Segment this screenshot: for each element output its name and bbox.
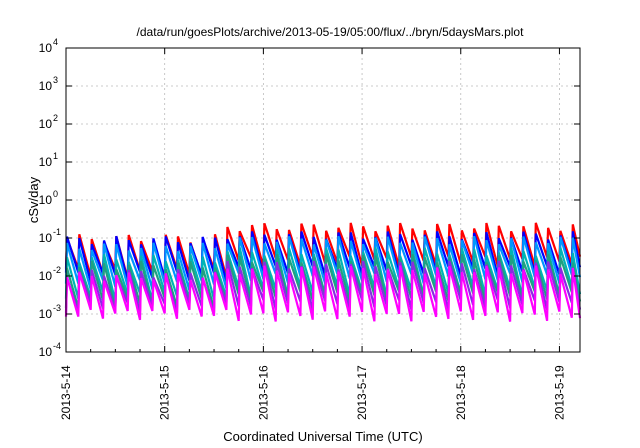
x-tick-label: 2013-5-15 — [158, 365, 172, 420]
y-tick-label-exponent: 2 — [53, 113, 58, 123]
y-tick-label-exponent: 3 — [53, 75, 58, 85]
x-tick-label: 2013-5-19 — [552, 365, 566, 420]
y-tick-label-exponent: 0 — [53, 189, 58, 199]
chart-title: /data/run/goesPlots/archive/2013-05-19/0… — [137, 25, 525, 39]
y-tick-label: 10 — [39, 41, 53, 55]
y-tick-label: 10 — [39, 155, 53, 169]
y-tick-label: 10 — [39, 269, 53, 283]
y-tick-label-exponent: 4 — [53, 37, 58, 47]
y-tick-label: 10 — [39, 231, 53, 245]
x-axis: 2013-5-14 2013-5-15 2013-5-16 2013-5-17 2013… — [59, 48, 566, 420]
x-tick-label: 2013-5-16 — [256, 365, 270, 420]
series-group — [64, 222, 582, 322]
y-tick-label-exponent: -3 — [53, 303, 61, 313]
x-tick-label: 2013-5-17 — [355, 365, 369, 420]
y-tick-label-exponent: -4 — [53, 341, 61, 351]
y-axis-label: cSv/day — [26, 176, 41, 223]
y-tick-label: 10 — [39, 345, 53, 359]
x-tick-label: 2013-5-18 — [454, 365, 468, 420]
series-line — [64, 265, 582, 322]
y-tick-label: 10 — [39, 117, 53, 131]
x-tick-label: 2013-5-14 — [59, 365, 73, 420]
y-tick-label-exponent: -1 — [53, 227, 61, 237]
y-tick-label-exponent: 1 — [53, 151, 58, 161]
y-tick-label: 10 — [39, 79, 53, 93]
y-tick-label: 10 — [39, 307, 53, 321]
y-tick-label-exponent: -2 — [53, 265, 61, 275]
y-tick-label: 10 — [39, 193, 53, 207]
x-axis-label: Coordinated Universal Time (UTC) — [223, 429, 422, 444]
